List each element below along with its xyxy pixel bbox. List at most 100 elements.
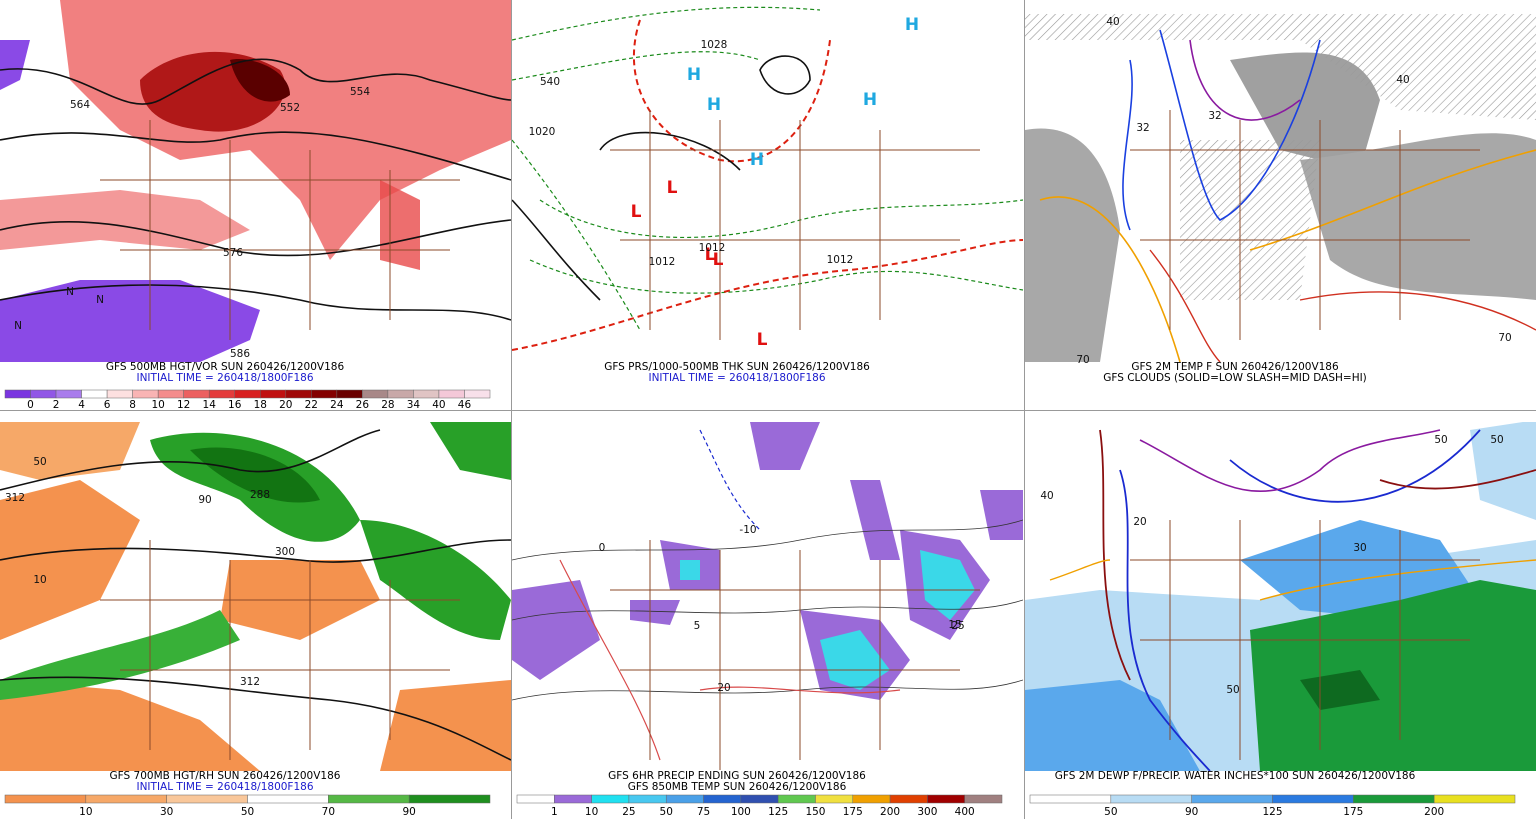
contour-label: 5 — [694, 620, 701, 632]
colorbar-swatch — [285, 389, 312, 399]
pressure-center: H — [905, 15, 919, 35]
pressure-center: H — [707, 95, 721, 115]
pressure-center: L — [705, 245, 716, 265]
colorbar-label: 18 — [254, 399, 267, 411]
caption-title: GFS 2M TEMP F SUN 260426/1200V186 — [1131, 361, 1339, 373]
contour-label: 576 — [223, 247, 243, 259]
map-vorticity — [0, 0, 511, 362]
colorbar-swatch — [85, 794, 167, 804]
contour-label: 300 — [275, 546, 295, 558]
colorbar-label: 1 — [551, 806, 558, 818]
contour-label: N — [96, 294, 104, 306]
caption-title: GFS 500MB HGT/VOR SUN 260426/1200V186 — [106, 361, 345, 373]
colorbar-swatch — [157, 389, 184, 399]
contour-label: 586 — [230, 348, 250, 360]
colorbar-swatch — [1272, 794, 1354, 804]
caption-subtitle: GFS CLOUDS (SOLID=LOW SLASH=MID DASH=HI) — [1103, 372, 1367, 384]
map-pressure — [512, 0, 1023, 362]
contour-label: 50 — [33, 456, 46, 468]
colorbar-swatch — [628, 794, 667, 804]
colorbar-swatch — [4, 389, 31, 399]
colorbar-swatch — [1433, 794, 1516, 804]
pressure-center: L — [713, 250, 724, 270]
colorbar-swatch — [1110, 794, 1192, 804]
colorbar-label: 100 — [731, 806, 751, 818]
colorbar-label: 10 — [151, 399, 164, 411]
contour-label: 50 — [1226, 684, 1239, 696]
colorbar-label: 46 — [458, 399, 472, 411]
contour-label: 0 — [599, 542, 606, 554]
caption-subtitle: GFS 850MB TEMP SUN 260426/1200V186 — [628, 781, 847, 793]
colorbar-swatch — [927, 794, 965, 804]
contour-label: -10 — [739, 524, 756, 536]
map-700mb-rh — [0, 422, 511, 771]
contour-label: 312 — [5, 492, 25, 504]
colorbar-label: 200 — [880, 806, 900, 818]
colorbar-swatch — [132, 389, 159, 399]
colorbar-label: 70 — [322, 806, 335, 818]
colorbar-label: 300 — [917, 806, 937, 818]
caption-subtitle: INITIAL TIME = 260418/1800F186 — [136, 781, 313, 793]
colorbar-label: 20 — [279, 399, 292, 411]
colorbar-swatch — [183, 389, 210, 399]
colorbar-swatch — [889, 794, 928, 804]
contour-label: 15 — [948, 619, 961, 631]
colorbar-swatch — [413, 389, 440, 399]
colorbar-swatch — [777, 794, 816, 804]
contour-label: 30 — [1353, 542, 1366, 554]
colorbar-label: 50 — [660, 806, 673, 818]
colorbar-swatch — [311, 389, 338, 399]
caption-subtitle: INITIAL TIME = 260418/1800F186 — [136, 372, 313, 384]
colorbar-swatch — [362, 389, 389, 399]
colorbar-label: 10 — [585, 806, 598, 818]
contour-label: 25 — [951, 620, 964, 632]
caption-title: GFS 2M DEWP F/PRECIP. WATER INCHES*100 S… — [1055, 770, 1416, 782]
contour-label: 50 — [1490, 434, 1503, 446]
colorbar-label: 10 — [79, 806, 92, 818]
pressure-center: L — [631, 202, 642, 222]
caption-title: GFS 6HR PRECIP ENDING SUN 260426/1200V18… — [608, 770, 866, 782]
colorbar-swatch — [247, 794, 329, 804]
pressure-center: L — [757, 330, 768, 350]
colorbar-swatch — [665, 794, 704, 804]
contour-label: 1012 — [699, 242, 726, 254]
colorbar-swatch — [55, 389, 82, 399]
contour-label: 50 — [1434, 434, 1447, 446]
colorbar-label: 90 — [402, 806, 415, 818]
colorbar-swatch — [260, 389, 287, 399]
colorbar-swatch — [1029, 794, 1112, 804]
colorbar-swatch — [1191, 794, 1273, 804]
colorbar-label: 150 — [805, 806, 825, 818]
pressure-center: H — [750, 150, 764, 170]
pressure-center: L — [667, 178, 678, 198]
colorbar-label: 50 — [1104, 806, 1117, 818]
colorbar-label: 125 — [1262, 806, 1282, 818]
contour-label: 564 — [70, 99, 90, 111]
contour-label: N — [14, 320, 22, 332]
contour-label: 40 — [1106, 16, 1119, 28]
colorbar-swatch — [703, 794, 742, 804]
colorbar-label: 400 — [955, 806, 975, 818]
contour-label: 554 — [350, 86, 370, 98]
caption-title: GFS 700MB HGT/RH SUN 260426/1200V186 — [110, 770, 341, 782]
contour-label: 20 — [717, 682, 730, 694]
colorbar-label: 24 — [330, 399, 344, 411]
colorbar-label: 125 — [768, 806, 788, 818]
contour-label: 40 — [1040, 490, 1053, 502]
contour-label: 552 — [280, 102, 300, 114]
contour-label: N — [66, 286, 74, 298]
contour-label: 70 — [1076, 354, 1089, 366]
pressure-center: H — [863, 90, 877, 110]
colorbar-swatch — [166, 794, 248, 804]
contour-label: 90 — [198, 494, 211, 506]
colorbar-label: 200 — [1424, 806, 1444, 818]
contour-label: 32 — [1208, 110, 1221, 122]
colorbar-label: 25 — [622, 806, 635, 818]
colorbar-label: 12 — [177, 399, 190, 411]
colorbar-label: 34 — [407, 399, 421, 411]
colorbar-swatch — [328, 794, 410, 804]
colorbar-swatch — [516, 794, 555, 804]
colorbar-label: 175 — [1343, 806, 1363, 818]
colorbar-label: 16 — [228, 399, 242, 411]
